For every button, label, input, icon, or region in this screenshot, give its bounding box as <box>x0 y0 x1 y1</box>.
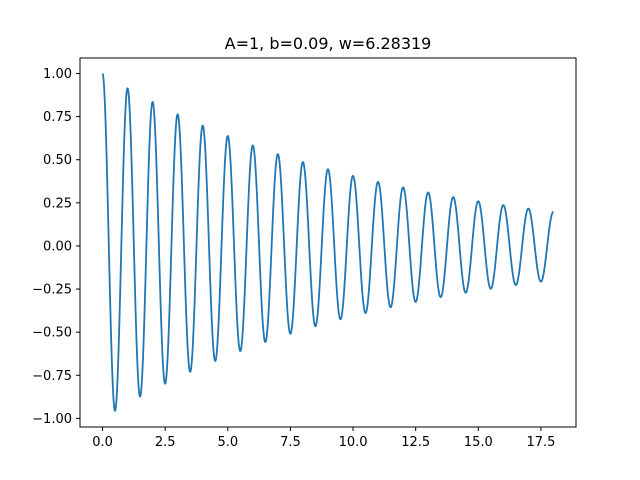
y-tick-label: 0.25 <box>43 196 72 211</box>
x-tick-label: 10.0 <box>339 435 368 450</box>
x-tick-label: 7.5 <box>280 435 301 450</box>
x-tick-label: 0.0 <box>92 435 113 450</box>
x-tick-label: 17.5 <box>526 435 555 450</box>
y-tick-label: −0.25 <box>32 283 72 298</box>
x-axis: 0.0 2.5 5.0 7.5 10.0 12.5 15.0 17.5 <box>92 427 555 450</box>
y-tick-label: 0.50 <box>43 153 72 168</box>
y-tick-label: −1.00 <box>32 412 72 427</box>
chart-title: A=1, b=0.09, w=6.28319 <box>225 34 432 53</box>
y-tick-label: 0.75 <box>43 110 72 125</box>
y-tick-label: −0.50 <box>32 326 72 341</box>
y-tick-label: 0.00 <box>43 239 72 254</box>
x-tick-label: 12.5 <box>401 435 430 450</box>
x-tick-label: 5.0 <box>217 435 238 450</box>
y-axis: −1.00 −0.75 −0.50 −0.25 0.00 0.25 0.50 0.75 1.00 <box>32 67 80 427</box>
y-tick-label: −0.75 <box>32 369 72 384</box>
damped-cosine-line <box>101 72 555 412</box>
y-tick-label: 1.00 <box>43 67 72 82</box>
x-tick-label: 2.5 <box>155 435 176 450</box>
plot-area-frame <box>79 57 577 428</box>
x-tick-label: 15.0 <box>464 435 493 450</box>
